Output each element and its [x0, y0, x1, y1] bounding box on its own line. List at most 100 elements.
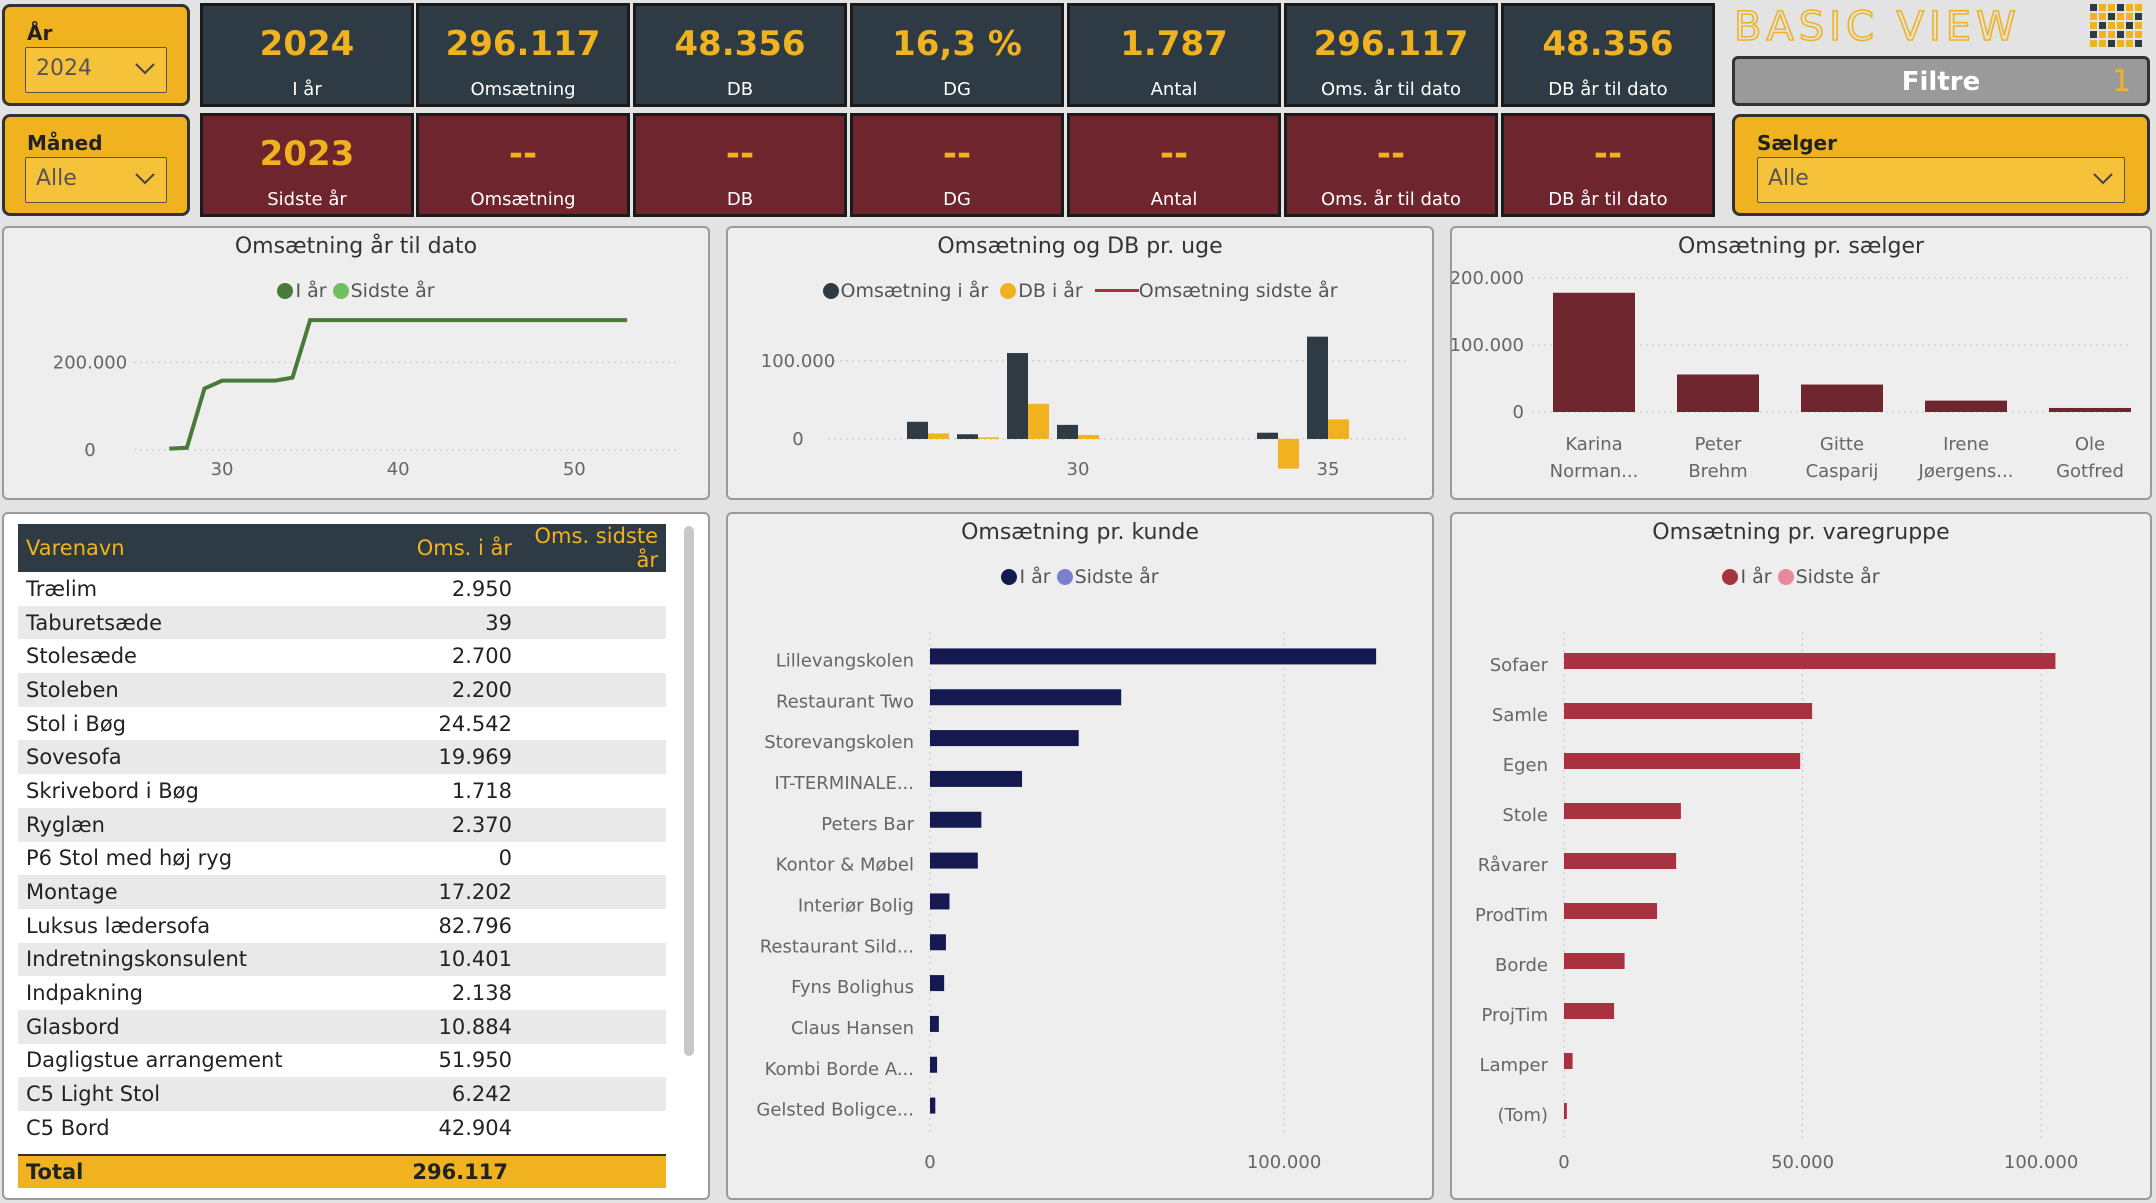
- cell-oms-i-aar: 0: [404, 841, 520, 876]
- cell-varenavn: Stoleben: [18, 673, 404, 707]
- kpi-card: -- DG: [850, 113, 1064, 217]
- table-row[interactable]: Skrivebord i Bøg 1.718: [18, 774, 666, 808]
- kpi-caption: Antal: [1150, 79, 1198, 100]
- ytd-line-chart: 0 200.000 30 40 50: [53, 318, 680, 480]
- category-label: Borde: [1495, 955, 1548, 976]
- bar-week-34-db: [1278, 438, 1299, 469]
- seller-category-label: Ole: [2075, 434, 2105, 455]
- cell-oms-i-aar: 6.242: [404, 1077, 520, 1111]
- cell-oms-sidste-aar: [520, 807, 666, 842]
- kpi-value: --: [1593, 134, 1623, 174]
- legend-dot-icon: [277, 283, 294, 299]
- table-row[interactable]: Indretningskonsulent 10.401: [18, 942, 666, 977]
- column-header-oms-sidste-aar[interactable]: Oms. sidste år: [520, 524, 666, 572]
- seller-chart-title: Omsætning pr. sælger: [1677, 234, 1925, 259]
- legend-sidste-aar: Sidste år: [1795, 566, 1880, 588]
- logo-grid-cell: [2090, 40, 2097, 47]
- cell-oms-sidste-aar: [520, 908, 666, 943]
- month-dropdown[interactable]: Alle: [25, 157, 167, 203]
- bar-varegruppe: [1564, 703, 1813, 719]
- cell-oms-sidste-aar: [520, 976, 666, 1010]
- category-label: Kombi Borde A...: [765, 1059, 914, 1080]
- x-tick-label: 50: [563, 459, 586, 480]
- x-tick-label: 35: [1317, 459, 1340, 480]
- kpi-card: -- DB: [633, 113, 847, 217]
- total-value: 296.117: [412, 1160, 508, 1184]
- year-dropdown[interactable]: 2024: [25, 47, 167, 93]
- table-row[interactable]: C5 Bord 42.904: [18, 1111, 666, 1145]
- kpi-value: --: [725, 134, 755, 174]
- kpi-card: -- Oms. år til dato: [1284, 113, 1498, 217]
- kpi-caption: DG: [943, 189, 971, 210]
- table-row[interactable]: Luksus lædersofa 82.796: [18, 908, 666, 943]
- cell-varenavn: Luksus lædersofa: [18, 908, 404, 943]
- cell-varenavn: Sovesofa: [18, 740, 404, 775]
- seller-category-label: Jøergens...: [1918, 461, 2014, 482]
- category-label: Kontor & Møbel: [776, 855, 914, 876]
- table-row[interactable]: Stol i Bøg 24.542: [18, 706, 666, 741]
- table-row[interactable]: Ryglæn 2.370: [18, 807, 666, 842]
- cell-oms-i-aar: 19.969: [404, 740, 520, 775]
- kpi-card: 296.117 Omsætning: [416, 3, 630, 107]
- legend-sidste-aar: Sidste år: [350, 280, 435, 302]
- bar-seller: [1553, 292, 1635, 412]
- cell-oms-sidste-aar: [520, 841, 666, 876]
- kpi-caption: DB år til dato: [1548, 79, 1668, 100]
- bar-customer: [930, 852, 978, 869]
- x-tick-label: 100.000: [2004, 1152, 2078, 1173]
- table-row[interactable]: Stoleben 2.200: [18, 673, 666, 707]
- bar-varegruppe: [1564, 853, 1677, 869]
- cell-oms-i-aar: 2.200: [404, 673, 520, 707]
- legend-oms-i-aar: Omsætning i år: [840, 280, 989, 302]
- logo-grid-cell: [2135, 31, 2142, 38]
- cell-oms-i-aar: 42.904: [404, 1111, 520, 1145]
- table-row[interactable]: Glasbord 10.884: [18, 1009, 666, 1044]
- table-row[interactable]: Indpakning 2.138: [18, 976, 666, 1010]
- table-scrollbar[interactable]: [684, 526, 694, 1056]
- cell-varenavn: Stolesæde: [18, 639, 404, 674]
- kpi-caption: Oms. år til dato: [1321, 189, 1461, 210]
- table-row[interactable]: Montage 17.202: [18, 875, 666, 909]
- bar-week-30-db: [1078, 435, 1099, 439]
- table-row[interactable]: Stolesæde 2.700: [18, 639, 666, 674]
- legend-dot-icon: [822, 283, 839, 299]
- total-label: Total: [26, 1160, 84, 1184]
- table-row[interactable]: P6 Stol med høj ryg 0: [18, 841, 666, 876]
- bar-customer: [930, 1015, 939, 1032]
- category-label: Stole: [1502, 805, 1548, 826]
- cell-oms-sidste-aar: [520, 1009, 666, 1044]
- kpi-value: 48.356: [674, 24, 806, 64]
- filter-button[interactable]: Filtre 1: [1732, 56, 2150, 106]
- seller-dropdown[interactable]: Alle: [1757, 157, 2125, 203]
- column-header-varenavn[interactable]: Varenavn: [18, 524, 404, 572]
- weekly-legend: Omsætning i år DB i år Omsætning sidste …: [728, 280, 1432, 302]
- bar-week-29-db: [1028, 403, 1049, 439]
- logo-grid-cell: [2117, 4, 2124, 11]
- cell-oms-sidste-aar: [520, 942, 666, 977]
- table-row[interactable]: Trælim 2.950: [18, 572, 666, 606]
- category-label: Claus Hansen: [791, 1018, 914, 1039]
- table-row[interactable]: Dagligstue arrangement 51.950: [18, 1043, 666, 1078]
- seller-slicer: Sælger Alle: [1732, 114, 2150, 216]
- bar-customer: [930, 893, 950, 910]
- group-chart-panel: Omsætning pr. varegruppe I år Sidste år …: [1450, 512, 2152, 1200]
- customer-chart-title: Omsætning pr. kunde: [961, 520, 1199, 545]
- table-total-row: Total 296.117: [18, 1154, 666, 1188]
- kpi-caption: Omsætning: [470, 189, 576, 210]
- table-row[interactable]: Sovesofa 19.969: [18, 740, 666, 775]
- bar-customer: [930, 811, 982, 828]
- column-header-oms-i-aar[interactable]: Oms. i år: [404, 524, 520, 572]
- cell-oms-i-aar: 39: [404, 605, 520, 640]
- bar-week-29-omsaetning: [1007, 353, 1028, 439]
- cell-oms-sidste-aar: [520, 605, 666, 640]
- logo-grid-cell: [2117, 40, 2124, 47]
- table-row[interactable]: Taburetsæde 39: [18, 605, 666, 640]
- table-row[interactable]: C5 Light Stol 6.242: [18, 1077, 666, 1111]
- cell-oms-sidste-aar: [520, 1043, 666, 1078]
- kpi-card: 2023 Sidste år: [200, 113, 414, 217]
- kpi-card: 16,3 % DG: [850, 3, 1064, 107]
- category-label: Restaurant Two: [776, 691, 914, 712]
- cell-varenavn: Trælim: [18, 572, 404, 606]
- legend-i-aar: I år: [295, 280, 327, 302]
- cell-varenavn: Glasbord: [18, 1009, 404, 1044]
